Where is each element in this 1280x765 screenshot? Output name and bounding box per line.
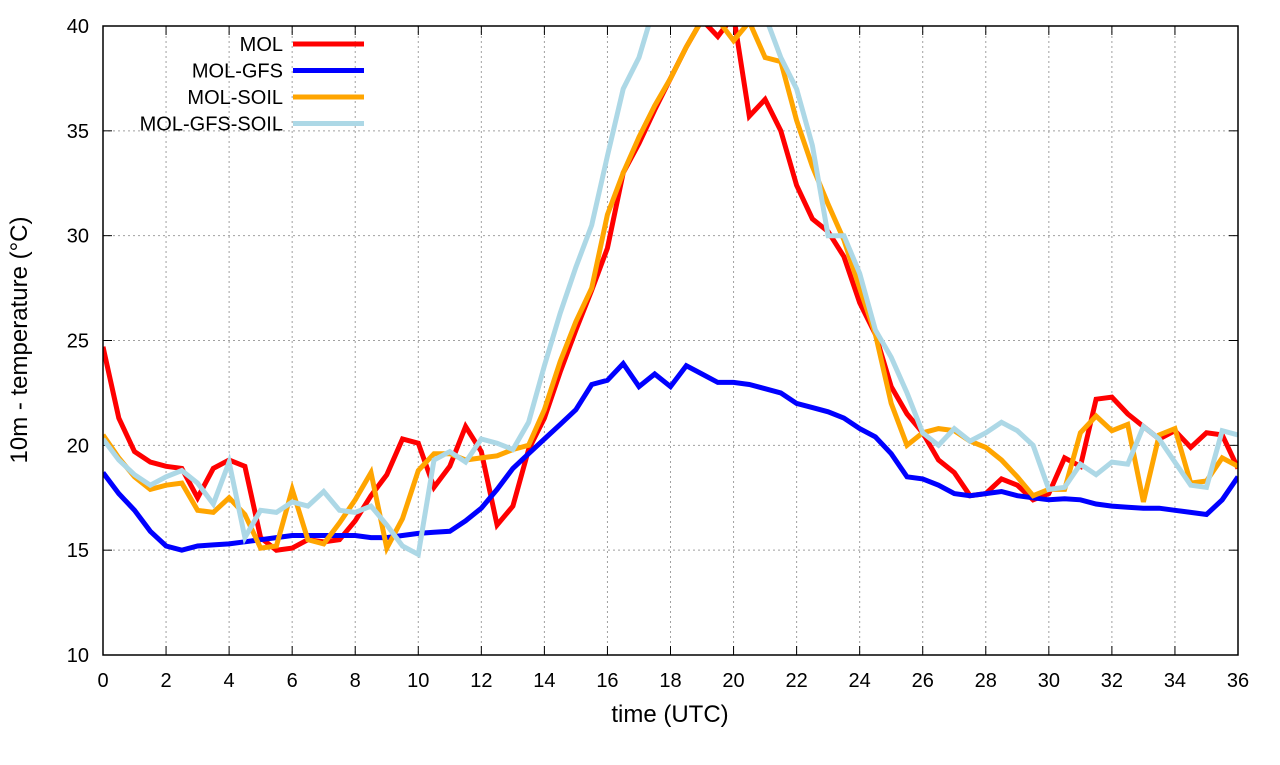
x-tick-label: 2 (160, 670, 171, 692)
x-tick-label: 8 (350, 670, 361, 692)
x-tick-label: 24 (849, 670, 871, 692)
y-axis-label: 10m - temperature (°C) (6, 217, 33, 464)
x-tick-label: 16 (596, 670, 618, 692)
x-tick-label: 10 (407, 670, 429, 692)
ticks: 0 2 4 6 8 10 12 14 16 18 20 22 24 26 28 30 32 34 361015202… (67, 16, 1249, 692)
x-tick-label: 14 (533, 670, 555, 692)
legend-label: MOL-SOIL (187, 87, 283, 109)
y-tick-label: 10 (67, 645, 89, 667)
plot-frame (102, 25, 1239, 656)
y-tick-label: 35 (67, 121, 89, 143)
y-tick-label: 20 (67, 435, 89, 457)
x-tick-label: 20 (722, 670, 744, 692)
x-tick-label: 32 (1101, 670, 1123, 692)
x-tick-label: 12 (470, 670, 492, 692)
x-tick-label: 34 (1164, 670, 1186, 692)
x-tick-label: 36 (1227, 670, 1249, 692)
legend-label: MOL (240, 34, 283, 56)
series-lines (103, 26, 1238, 559)
legend-label: MOL-GFS-SOIL (140, 114, 283, 136)
y-tick-label: 30 (67, 226, 89, 248)
legend: MOL MOL-GFS MOL-SOIL MOL-GFS-SOIL (140, 34, 364, 136)
grid (103, 26, 1238, 655)
x-tick-label: 30 (1038, 670, 1060, 692)
x-tick-label: 28 (975, 670, 997, 692)
series-line-mol-gfs (103, 359, 1238, 553)
x-tick-label: 22 (785, 670, 807, 692)
x-tick-label: 26 (912, 670, 934, 692)
x-tick-label: 6 (287, 670, 298, 692)
x-tick-label: 0 (97, 670, 108, 692)
y-tick-label: 40 (67, 16, 89, 38)
y-tick-label: 15 (67, 540, 89, 562)
series-line-mol-gfs-soil (103, 26, 1238, 559)
legend-label: MOL-GFS (192, 61, 283, 83)
x-axis-label: time (UTC) (611, 701, 728, 728)
y-tick-label: 25 (67, 331, 89, 353)
x-tick-label: 18 (659, 670, 681, 692)
x-tick-label: 4 (224, 670, 235, 692)
